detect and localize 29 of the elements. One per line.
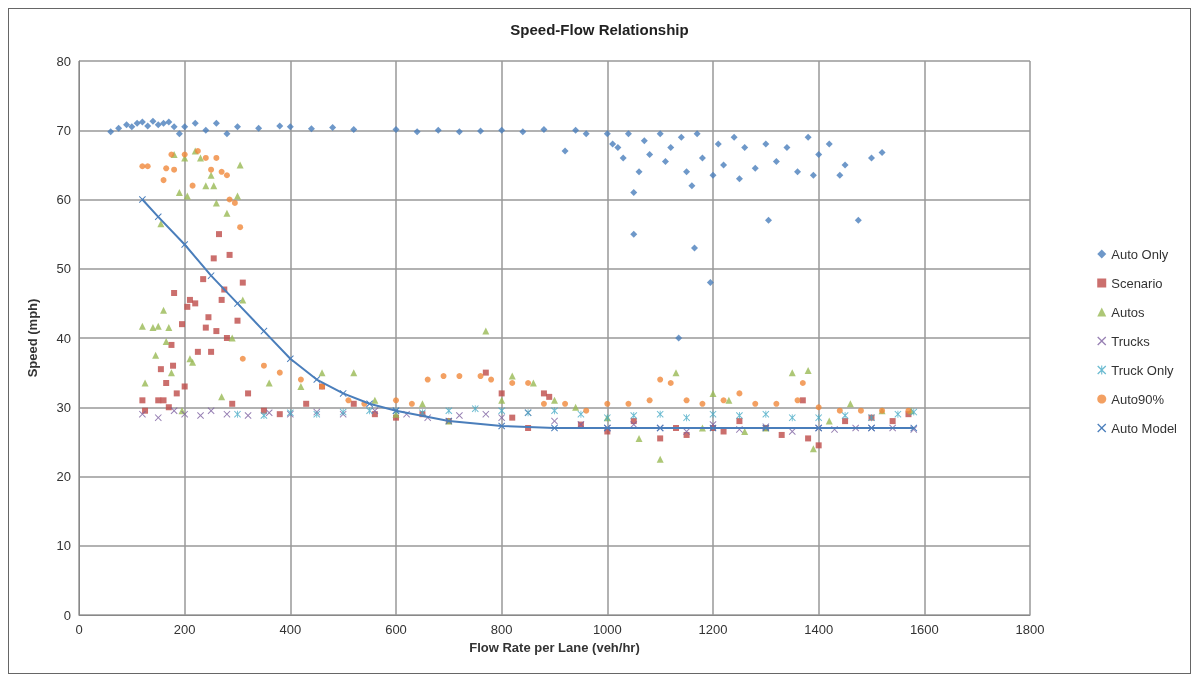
- x-tick-label: 1000: [592, 622, 622, 637]
- y-tick-label: 20: [56, 469, 71, 484]
- y-tick-label: 80: [56, 53, 71, 69]
- legend-label: Autos: [1111, 304, 1145, 320]
- x-tick-label: 200: [173, 622, 196, 637]
- legend-label: Auto90%: [1111, 391, 1165, 407]
- x-tick-label: 1600: [909, 622, 939, 637]
- y-tick-label: 50: [56, 261, 71, 277]
- y-tick-label: 0: [63, 607, 71, 623]
- x-tick-label: 0: [75, 622, 83, 637]
- y-tick-label: 40: [56, 330, 71, 346]
- x-tick-label: 1200: [698, 622, 728, 637]
- y-tick-label: 10: [56, 538, 71, 554]
- legend-label: Trucks: [1111, 333, 1151, 349]
- x-tick-label: 1400: [804, 622, 834, 637]
- x-tick-label: 400: [279, 622, 302, 637]
- y-tick-label: 70: [56, 122, 71, 138]
- y-tick-label: 30: [56, 399, 71, 415]
- legend-label: Scenario: [1111, 275, 1163, 291]
- chart-title: Speed-Flow Relationship: [510, 21, 689, 38]
- x-tick-label: 800: [490, 622, 513, 637]
- y-axis-title: Speed (mph): [25, 298, 40, 378]
- legend-label: Auto Only: [1111, 246, 1169, 262]
- legend-label: Auto Model: [1111, 420, 1178, 436]
- x-axis-title: Flow Rate per Lane (veh/hr): [469, 640, 640, 655]
- x-tick-label: 1800: [1015, 622, 1045, 637]
- y-tick-label: 60: [56, 192, 71, 207]
- legend-label: Truck Only: [1111, 362, 1175, 378]
- x-tick-label: 600: [385, 622, 407, 637]
